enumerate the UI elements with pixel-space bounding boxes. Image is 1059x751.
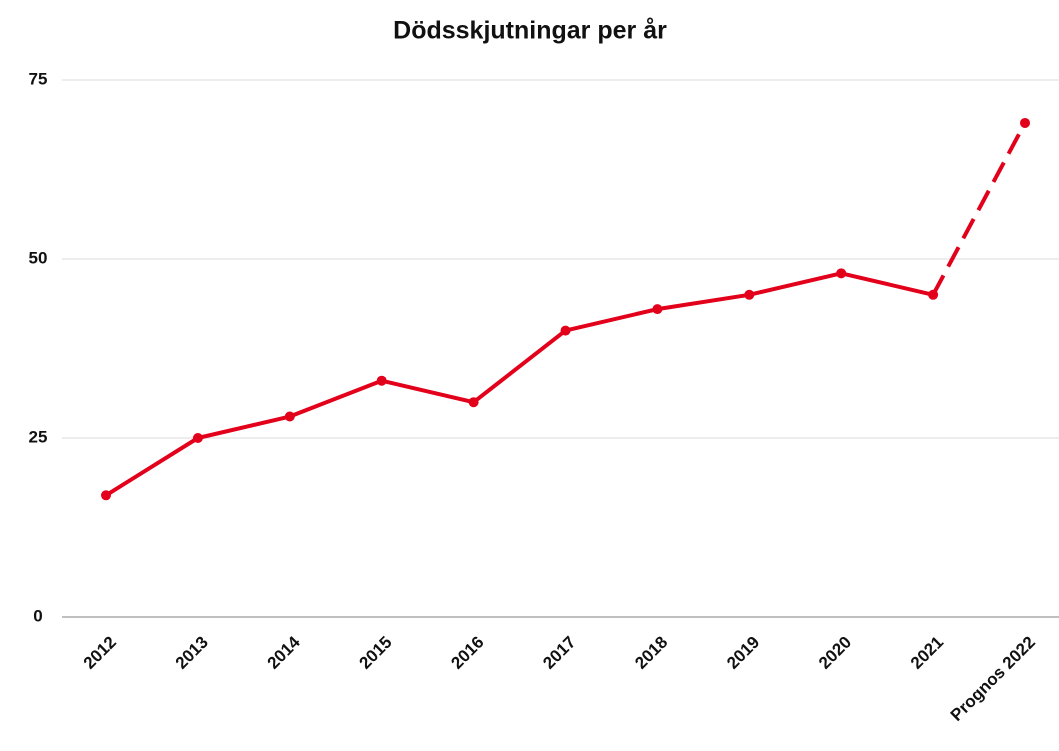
x-tick-label: 2020 <box>815 633 855 673</box>
y-tick-label: 25 <box>29 427 48 446</box>
forecast-line <box>931 122 1027 296</box>
x-tick-label: 2013 <box>172 633 212 673</box>
y-tick-label: 0 <box>33 606 42 625</box>
x-tick-label: Prognos 2022 <box>947 633 1039 725</box>
point <box>376 375 387 386</box>
x-tick-label: 2018 <box>631 633 671 673</box>
point <box>468 397 479 408</box>
x-tick-label: 2017 <box>539 633 579 673</box>
point <box>560 325 571 336</box>
x-tick-label: 2019 <box>723 633 763 673</box>
point <box>928 289 939 300</box>
point <box>836 268 847 279</box>
point <box>1020 117 1030 128</box>
point <box>284 411 295 422</box>
line <box>104 271 934 497</box>
point <box>652 304 663 315</box>
y-tick-label: 50 <box>29 248 48 267</box>
x-tick-label: 2021 <box>907 633 947 673</box>
x-tick-label: 2015 <box>356 633 396 673</box>
y-tick-label: 75 <box>29 69 48 88</box>
x-tick-label: 2012 <box>80 633 120 673</box>
point <box>192 433 203 443</box>
point <box>744 289 755 300</box>
x-tick-label: 2014 <box>264 632 305 673</box>
chart-title: Dödsskjutningar per år <box>393 17 667 45</box>
point <box>101 490 111 501</box>
x-tick-label: 2016 <box>447 633 487 673</box>
